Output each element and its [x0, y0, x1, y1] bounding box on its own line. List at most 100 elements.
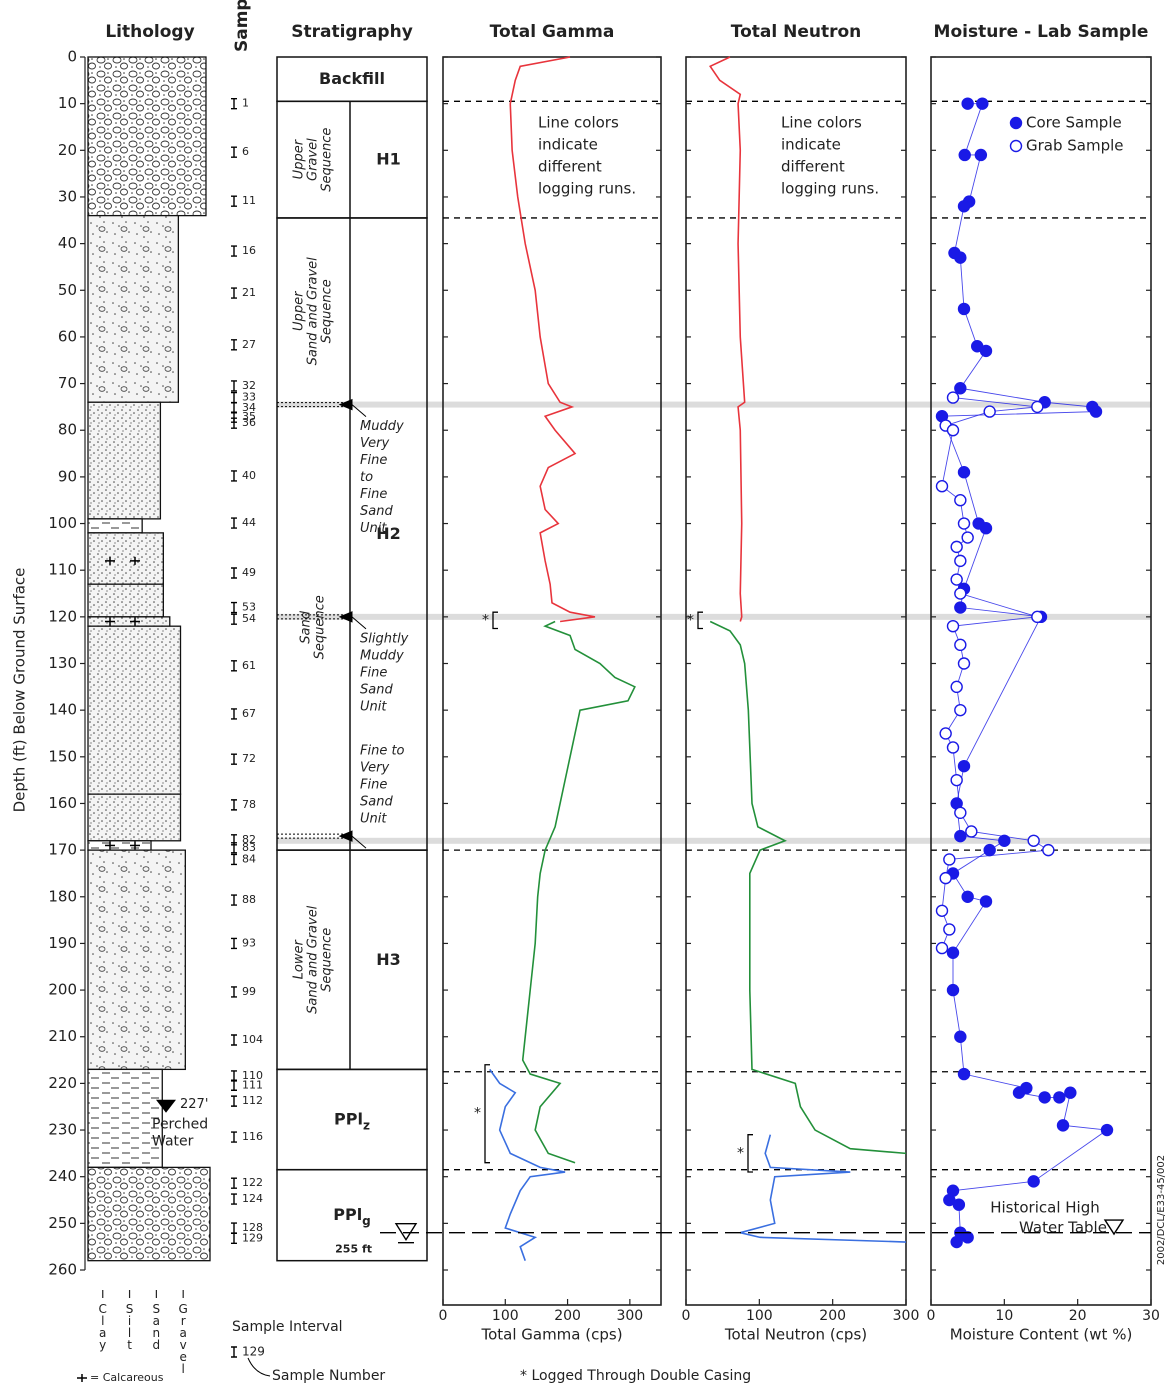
subunit-label: Very [360, 760, 389, 775]
x-tick-label: 0 [439, 1308, 448, 1324]
calcareous-marker [130, 617, 140, 626]
sample-point [954, 382, 967, 395]
sample-point [957, 200, 971, 213]
contact-arrow [277, 611, 367, 630]
annotation: different [781, 158, 845, 176]
water-table-label: 255 ft [335, 1243, 372, 1256]
sequence-label: Sequence [320, 279, 335, 343]
sample-interval [231, 799, 237, 811]
sample-interval [231, 470, 237, 482]
strat-unit-name: H2 [376, 524, 401, 543]
legend-label: = Calcareous [90, 1371, 164, 1384]
strat-unit-name: H1 [376, 149, 401, 168]
sample-point [943, 853, 956, 866]
sample-point [954, 554, 967, 568]
sample-point [957, 517, 971, 530]
sample-label: 40 [242, 469, 256, 482]
sample-point [946, 946, 960, 959]
sample-marker [231, 1232, 237, 1244]
chart-title: Total Gamma [490, 22, 615, 42]
strat-unit-label: H3 [376, 949, 401, 968]
y-tick-label: 120 [48, 607, 77, 625]
legend-label: Sample Interval [232, 1319, 343, 1335]
sample-point [954, 1030, 967, 1043]
contact-arrow [277, 830, 367, 849]
sample-label: 49 [242, 566, 256, 579]
contact-pointer [338, 611, 367, 630]
sample-label: 21 [242, 286, 256, 299]
sample-label: 128 [242, 1221, 263, 1234]
calcareous-marker [130, 556, 140, 565]
calcareous-marker [105, 556, 115, 565]
shaded-contact [277, 401, 1151, 408]
subunit-label: Sand [360, 504, 393, 519]
lithology-unit [87, 532, 164, 585]
sample-marker [231, 245, 237, 257]
y-tick-label: 70 [58, 374, 77, 392]
x-tick-label: 0 [927, 1308, 936, 1324]
sample-point [1027, 1175, 1040, 1188]
subunit-label: Sand [360, 794, 393, 809]
y-tick-label: 250 [48, 1214, 77, 1232]
sample-point [961, 1231, 974, 1244]
sample-interval [231, 339, 237, 351]
sample-marker [231, 1131, 237, 1143]
contact-pointer [338, 830, 367, 849]
sample-point [946, 983, 960, 997]
sample-label: 111 [242, 1078, 263, 1091]
sample-point [954, 829, 967, 843]
sample-label: 27 [242, 338, 256, 351]
annotation: Line colors [781, 114, 862, 132]
sample-interval [231, 245, 237, 257]
sample-marker [231, 97, 237, 110]
sample-label: 99 [242, 985, 256, 998]
x-tick-label: 0 [682, 1308, 691, 1324]
sample-interval [231, 402, 237, 414]
casing-mark: * [482, 612, 489, 628]
calcareous-marker [105, 617, 115, 626]
sample-point [950, 1235, 963, 1249]
sample-label: 104 [242, 1033, 263, 1046]
sample-marker [231, 894, 237, 906]
sample-point [954, 806, 967, 819]
sample-label: 78 [242, 798, 256, 811]
plot-frame [685, 56, 907, 1306]
sample-point [952, 1198, 966, 1211]
sequence-label: Lower [292, 939, 307, 980]
sample-interval [231, 753, 237, 765]
sample-interval [231, 1193, 237, 1205]
sample-point [946, 391, 960, 404]
sample-interval [231, 1034, 237, 1046]
strat-unit-label: H2 [376, 524, 401, 543]
sample-marker [231, 287, 237, 299]
casing-bracket [492, 611, 498, 630]
casing-mark: * [474, 1106, 481, 1122]
sample-marker [231, 1193, 237, 1205]
chart-title: Lithology [105, 22, 194, 42]
sample-point [1089, 405, 1103, 418]
y-tick-label: 90 [58, 467, 77, 485]
y-tick-label: 170 [48, 841, 77, 859]
annotation: Historical High [990, 1199, 1100, 1217]
legend-example: 129 [242, 1345, 265, 1359]
casing-mark: * [737, 1145, 744, 1161]
legend-symbol [231, 1346, 237, 1358]
sample-interval [231, 708, 237, 720]
y-tick-label: 220 [48, 1074, 77, 1092]
sample-point [983, 843, 996, 857]
subunit-label: Unit [360, 699, 387, 714]
sample-marker [231, 1222, 237, 1234]
sample-marker [231, 1095, 237, 1107]
x-tick-label: 300 [616, 1308, 643, 1324]
log-curve [509, 56, 596, 623]
y-tick-label: 180 [48, 887, 77, 905]
x-tick-label: 30 [1142, 1308, 1160, 1324]
sample-label: 6 [242, 145, 249, 158]
y-tick-label: 50 [58, 281, 77, 299]
sample-interval [231, 894, 237, 906]
plot-frame [442, 56, 662, 1306]
water-table-marker [1103, 1219, 1125, 1236]
footnote: * Logged Through Double Casing [520, 1368, 751, 1384]
subunit-label: Fine [360, 487, 387, 502]
sample-point [983, 405, 996, 418]
